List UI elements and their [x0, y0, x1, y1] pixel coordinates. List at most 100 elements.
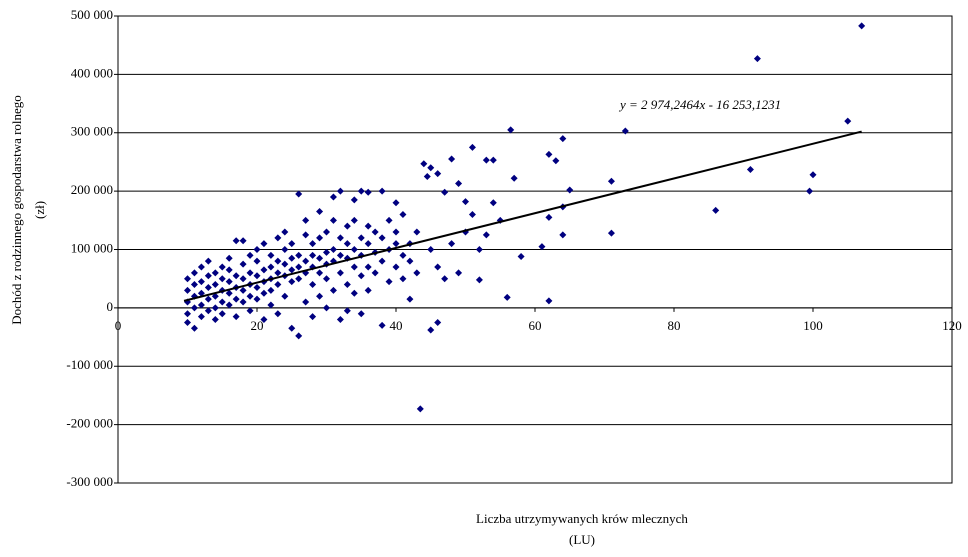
point: [274, 269, 282, 277]
point: [323, 228, 330, 236]
point: [545, 213, 553, 221]
point: [246, 307, 254, 315]
point: [468, 143, 476, 151]
point: [378, 234, 386, 242]
point: [295, 332, 303, 340]
point: [364, 240, 372, 248]
point: [204, 283, 212, 291]
point: [316, 292, 324, 300]
point: [406, 295, 414, 303]
point: [225, 278, 233, 286]
point: [184, 275, 191, 283]
point: [316, 269, 324, 277]
y-tick-label: 300 000: [71, 124, 113, 139]
point: [482, 156, 490, 164]
point: [329, 286, 337, 294]
point: [225, 266, 233, 274]
point: [413, 269, 421, 277]
point: [190, 281, 198, 289]
point: [357, 234, 365, 242]
point: [253, 246, 261, 253]
point: [420, 160, 428, 168]
point: [329, 216, 337, 224]
point: [427, 246, 435, 253]
point: [423, 173, 431, 181]
point: [232, 313, 240, 321]
point: [197, 263, 205, 271]
point: [184, 318, 191, 326]
point: [309, 281, 317, 289]
point: [364, 286, 372, 294]
point: [416, 405, 424, 413]
point: [350, 216, 358, 224]
point: [211, 316, 219, 324]
point: [364, 188, 372, 196]
point: [559, 135, 567, 143]
point: [316, 208, 324, 216]
x-tick-label: 100: [803, 318, 823, 333]
point: [288, 254, 296, 262]
point: [288, 266, 296, 274]
point: [399, 275, 407, 283]
point: [329, 193, 337, 201]
point: [336, 187, 344, 195]
point: [475, 246, 483, 253]
point: [441, 275, 449, 283]
point: [239, 260, 247, 268]
point: [302, 231, 310, 239]
point: [329, 246, 337, 253]
point: [302, 216, 310, 224]
point: [267, 301, 275, 309]
point: [197, 289, 205, 297]
point: [357, 187, 365, 195]
point: [378, 321, 386, 329]
point: [302, 298, 310, 306]
point: [184, 286, 191, 294]
point: [218, 298, 226, 306]
point: [462, 198, 469, 206]
point: [350, 246, 358, 253]
point: [281, 228, 289, 236]
point: [204, 295, 212, 303]
point: [260, 289, 268, 297]
point: [392, 199, 400, 207]
y-tick-label: 400 000: [71, 65, 113, 80]
point: [184, 310, 191, 318]
point: [712, 206, 720, 214]
y-tick-label: 500 000: [71, 7, 113, 22]
y-tick-label: 100 000: [71, 240, 113, 255]
point: [253, 257, 261, 265]
point: [475, 276, 483, 284]
point: [190, 304, 198, 312]
point: [197, 278, 205, 286]
point: [385, 216, 393, 224]
x-axis-title: Liczba utrzymywanych krów mlecznych: [476, 511, 688, 526]
point: [350, 263, 358, 271]
point: [392, 240, 400, 248]
point: [225, 301, 233, 309]
point: [204, 257, 212, 265]
point: [239, 286, 247, 294]
point: [336, 269, 344, 277]
point: [190, 324, 198, 332]
point: [267, 263, 275, 271]
point: [232, 295, 240, 303]
point: [281, 246, 289, 253]
point: [399, 251, 407, 259]
point: [211, 269, 219, 277]
point: [385, 278, 393, 286]
point: [295, 263, 303, 271]
point: [260, 266, 268, 274]
point: [434, 263, 442, 271]
point: [378, 257, 386, 265]
point: [406, 257, 414, 265]
point: [489, 199, 497, 207]
point: [281, 292, 289, 300]
point: [503, 293, 511, 301]
point: [239, 275, 247, 283]
point: [371, 269, 379, 277]
y-axis-title: (zł): [32, 201, 47, 219]
point: [343, 222, 351, 230]
point: [309, 240, 317, 248]
